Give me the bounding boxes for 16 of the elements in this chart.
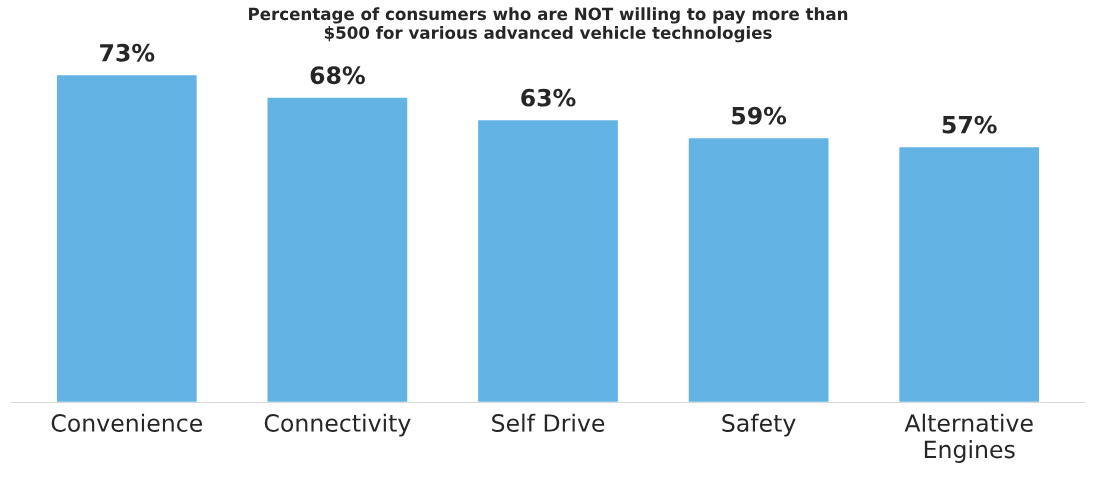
x-tick-label: Self Drive: [492, 413, 605, 432]
x-tick-label: Convenience: [51, 413, 202, 432]
data-label: 63%: [521, 88, 576, 107]
bar: [476, 118, 620, 403]
data-label: 59%: [732, 106, 787, 125]
x-tick-label: Safety: [722, 413, 796, 437]
chart-title: Percentage of consumers who are NOT willing to pay more than $500 for various advanced vehicle technologies: [249, 7, 848, 43]
bar: [687, 136, 830, 403]
bar: [897, 145, 1041, 403]
data-label: 68%: [310, 66, 365, 85]
data-label: 57%: [942, 115, 997, 134]
data-label: 73%: [100, 43, 155, 62]
x-tick-label: Connectivity: [264, 413, 411, 437]
bar: [55, 73, 199, 403]
bar: [266, 96, 409, 403]
x-tick-label: Alternative Engines: [904, 413, 1033, 463]
